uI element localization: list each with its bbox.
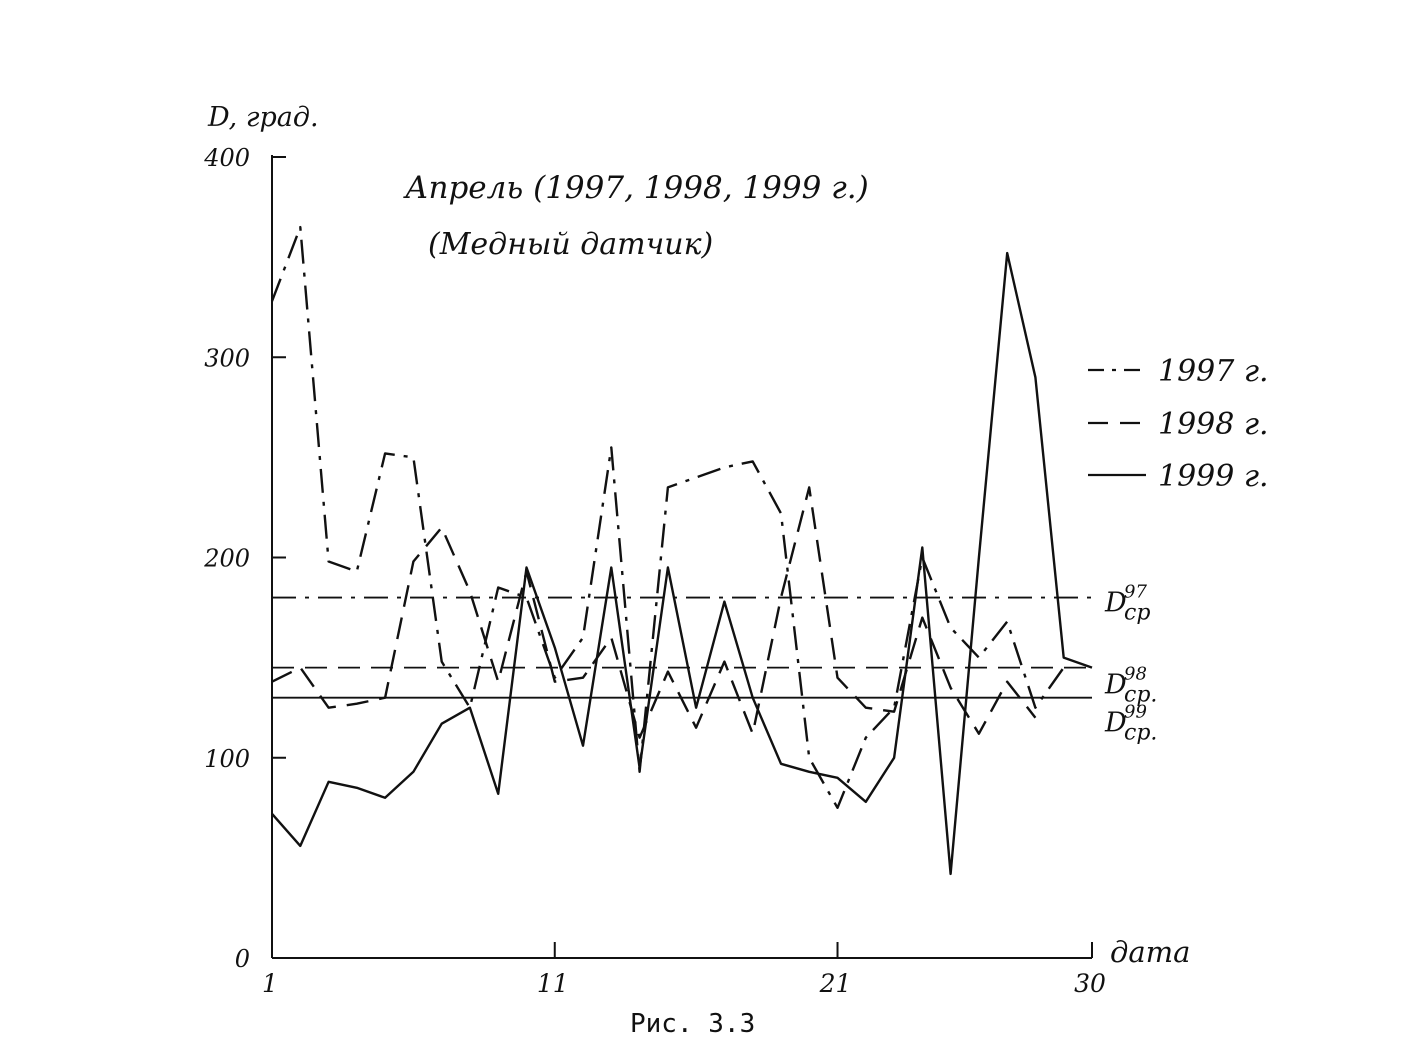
series-line-1999	[271, 251, 1093, 876]
mean-label-sup-97: 97	[1124, 582, 1147, 603]
mean-label-sub-98: cp.	[1124, 683, 1157, 708]
chart-subtitle: (Медный датчик)	[428, 227, 713, 262]
legend-label-1998: 1998 г.	[1158, 407, 1269, 442]
series-lines	[270, 225, 1093, 876]
mean-label-98: D	[1104, 670, 1127, 701]
x-tick-label: 21	[819, 969, 852, 998]
x-tick-label: 30	[1074, 969, 1106, 998]
x-tick-label: 1	[262, 969, 278, 998]
series-line-1998	[271, 486, 1037, 739]
legend: 1997 г. 1998 г. 1999 г.	[1088, 354, 1269, 494]
chart-title: Апрель (1997, 1998, 1999 г.)	[403, 170, 869, 206]
y-tick-label: 400	[203, 144, 250, 172]
mean-label-sup-99: 99	[1124, 702, 1147, 723]
y-tick-label: 200	[203, 545, 250, 573]
y-tick-label: 100	[204, 745, 250, 773]
series-line-1997	[270, 225, 1065, 809]
mean-label-sub-99: cp.	[1124, 721, 1157, 746]
x-tick-label: 11	[537, 969, 569, 998]
legend-label-1997: 1997 г.	[1158, 354, 1269, 389]
legend-label-1999: 1999 г.	[1158, 459, 1269, 494]
figure-caption: Рис. 3.3	[630, 1009, 755, 1039]
mean-label-99: D	[1104, 708, 1127, 739]
mean-label-97: D	[1104, 588, 1127, 619]
mean-label-sub-97: cp	[1124, 601, 1150, 626]
y-axis-label: D, град.	[207, 102, 319, 133]
x-axis-label: дата	[1110, 935, 1190, 969]
y-tick-label: 300	[204, 344, 250, 372]
mean-label-sup-98: 98	[1124, 664, 1147, 685]
y-tick-label: 0	[235, 945, 250, 973]
